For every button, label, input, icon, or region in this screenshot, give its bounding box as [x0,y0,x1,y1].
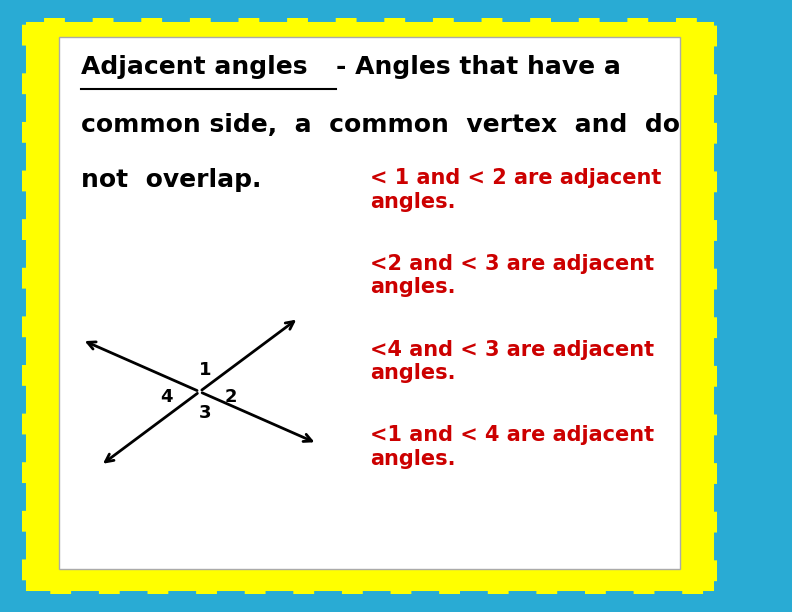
Text: <2 and < 3 are adjacent
angles.: <2 and < 3 are adjacent angles. [370,254,653,297]
Text: common side,  a  common  vertex  and  do: common side, a common vertex and do [82,113,680,137]
Text: 1: 1 [200,361,211,379]
Text: <1 and < 4 are adjacent
angles.: <1 and < 4 are adjacent angles. [370,425,653,469]
Text: < 1 and < 2 are adjacent
angles.: < 1 and < 2 are adjacent angles. [370,168,661,212]
Text: 3: 3 [200,404,211,422]
Text: - Angles that have a: - Angles that have a [337,55,621,79]
FancyBboxPatch shape [59,37,680,569]
Text: 4: 4 [160,387,172,406]
Text: 2: 2 [224,387,237,406]
Text: not  overlap.: not overlap. [82,168,261,192]
FancyBboxPatch shape [22,18,717,594]
Text: Adjacent angles: Adjacent angles [82,55,308,79]
Text: <4 and < 3 are adjacent
angles.: <4 and < 3 are adjacent angles. [370,340,653,383]
